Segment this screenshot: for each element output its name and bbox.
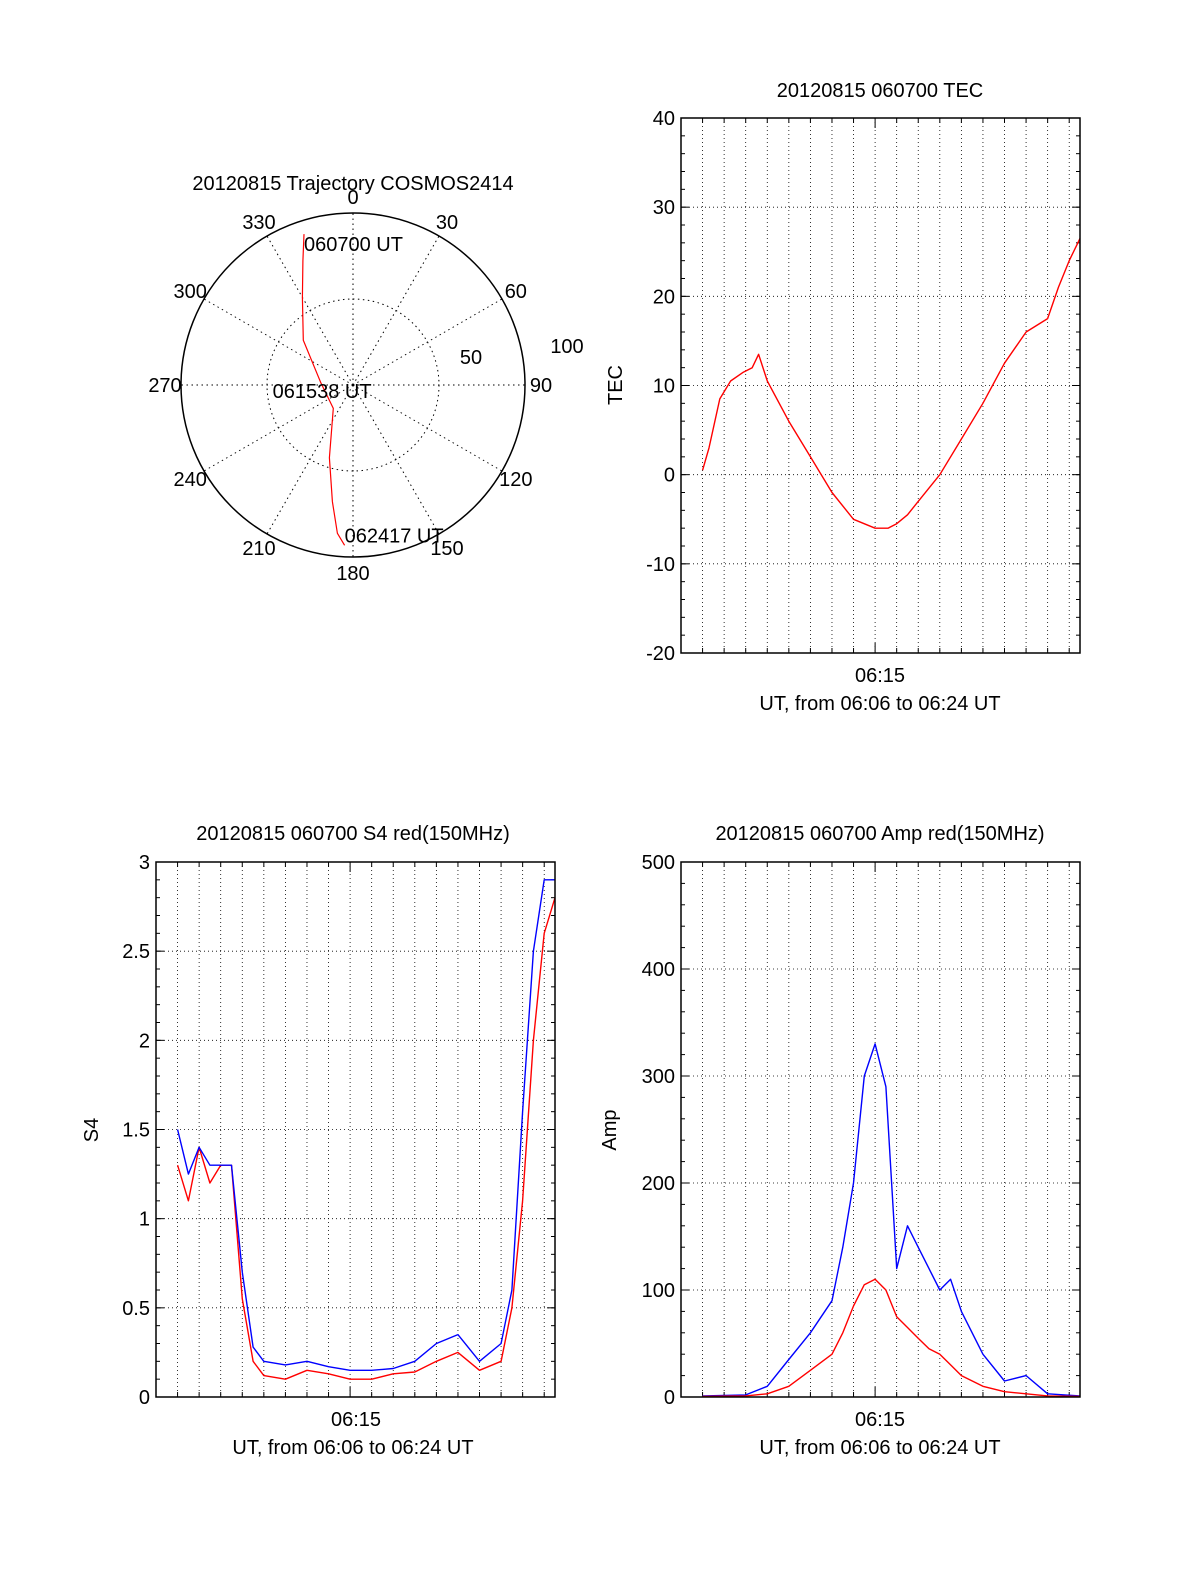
tec-ytick-label: 20 [653,286,675,308]
s4-ytick-label: 0.5 [122,1298,150,1320]
amp-series-line [702,1043,1081,1397]
s4-series-line [176,897,556,1380]
tec-series-line [701,238,1081,529]
trajectory-time-label: 062417 UT [345,525,444,547]
s4-panel: 20120815 060700 S4 red(150MHz) S4 06:15 … [81,823,556,1459]
tec-frame [680,117,1081,654]
tec-ytick-label: -20 [646,643,675,665]
tec-xlabel: UT, from 06:06 to 06:24 UT [759,693,1000,715]
amp-ytick-label: 0 [664,1387,675,1409]
polar-spoke [203,298,354,386]
s4-ytick-label: 0 [139,1387,150,1409]
polar-radial-label: 50 [460,347,482,369]
polar-angle-label: 150 [430,538,463,560]
s4-xlabel: UT, from 06:06 to 06:24 UT [232,1437,473,1459]
polar-spoke [352,384,440,535]
amp-ytick-label: 500 [642,852,675,874]
polar-angle-label: 270 [148,375,181,397]
polar-panel: 20120815 Trajectory COSMOS2414 0 30 60 90 12… [148,173,583,585]
polar-angle-label: 60 [505,281,527,303]
s4-ytick-label: 2.5 [122,941,150,963]
tec-panel: 20120815 060700 TEC TEC 06:15 UT, from 0… [605,80,1081,715]
s4-ytick-label: 3 [139,852,150,874]
tec-plot: -20 -10 0 10 20 30 40 [646,108,1081,665]
polar-angle-label: 0 [347,187,358,209]
polar-plot: 0 30 60 90 120 150 180 210 240 270 300 330 50 100 0607… [148,187,583,585]
polar-spoke [352,235,440,386]
polar-spoke [203,384,354,472]
s4-ytick-label: 1.5 [122,1120,150,1142]
s4-ylabel: S4 [81,1118,103,1142]
tec-ytick-label: -10 [646,554,675,576]
tec-ylabel: TEC [605,365,627,405]
tec-ytick-label: 30 [653,197,675,219]
amp-ytick-label: 200 [642,1173,675,1195]
amp-series-line [702,1278,1081,1398]
amp-panel: 20120815 060700 Amp red(150MHz) Amp 06:1… [599,823,1081,1459]
tec-ytick-label: 0 [664,465,675,487]
tec-ytick-label: 40 [653,108,675,130]
s4-frame [155,861,556,1398]
trajectory-time-label: 061538 UT [273,381,372,403]
polar-spoke [352,298,503,386]
amp-title: 20120815 060700 Amp red(150MHz) [715,823,1044,845]
trajectory-line [301,234,346,546]
amp-ytick-label: 300 [642,1066,675,1088]
polar-angle-label: 300 [173,281,206,303]
tec-title: 20120815 060700 TEC [777,80,983,102]
amp-xtick-label: 06:15 [855,1409,905,1431]
polar-spoke [352,384,503,472]
polar-title: 20120815 Trajectory COSMOS2414 [192,173,513,195]
polar-radial-label: 100 [550,336,583,358]
amp-ylabel: Amp [599,1109,621,1150]
polar-angle-label: 210 [242,538,275,560]
polar-angle-label: 240 [173,469,206,491]
s4-plot: 0 0.5 1 1.5 2 2.5 3 [122,852,556,1409]
s4-xtick-label: 06:15 [331,1409,381,1431]
s4-ytick-label: 2 [139,1030,150,1052]
s4-ytick-label: 1 [139,1209,150,1231]
polar-angle-label: 30 [436,212,458,234]
polar-angle-label: 120 [499,469,532,491]
amp-plot: 0 100 200 300 400 500 [642,852,1081,1409]
polar-outer-ring [180,212,526,558]
amp-xlabel: UT, from 06:06 to 06:24 UT [759,1437,1000,1459]
s4-title: 20120815 060700 S4 red(150MHz) [196,823,510,845]
polar-angle-label: 90 [530,375,552,397]
amp-ytick-label: 100 [642,1280,675,1302]
amp-ytick-label: 400 [642,959,675,981]
polar-spoke [266,235,354,386]
tec-xtick-label: 06:15 [855,665,905,687]
s4-series-line [176,879,555,1371]
tec-ytick-label: 10 [653,376,675,398]
amp-frame [680,861,1081,1398]
trajectory-time-label: 060700 UT [304,234,403,256]
polar-angle-label: 330 [242,212,275,234]
polar-spoke [266,384,354,535]
polar-angle-label: 180 [336,563,369,585]
